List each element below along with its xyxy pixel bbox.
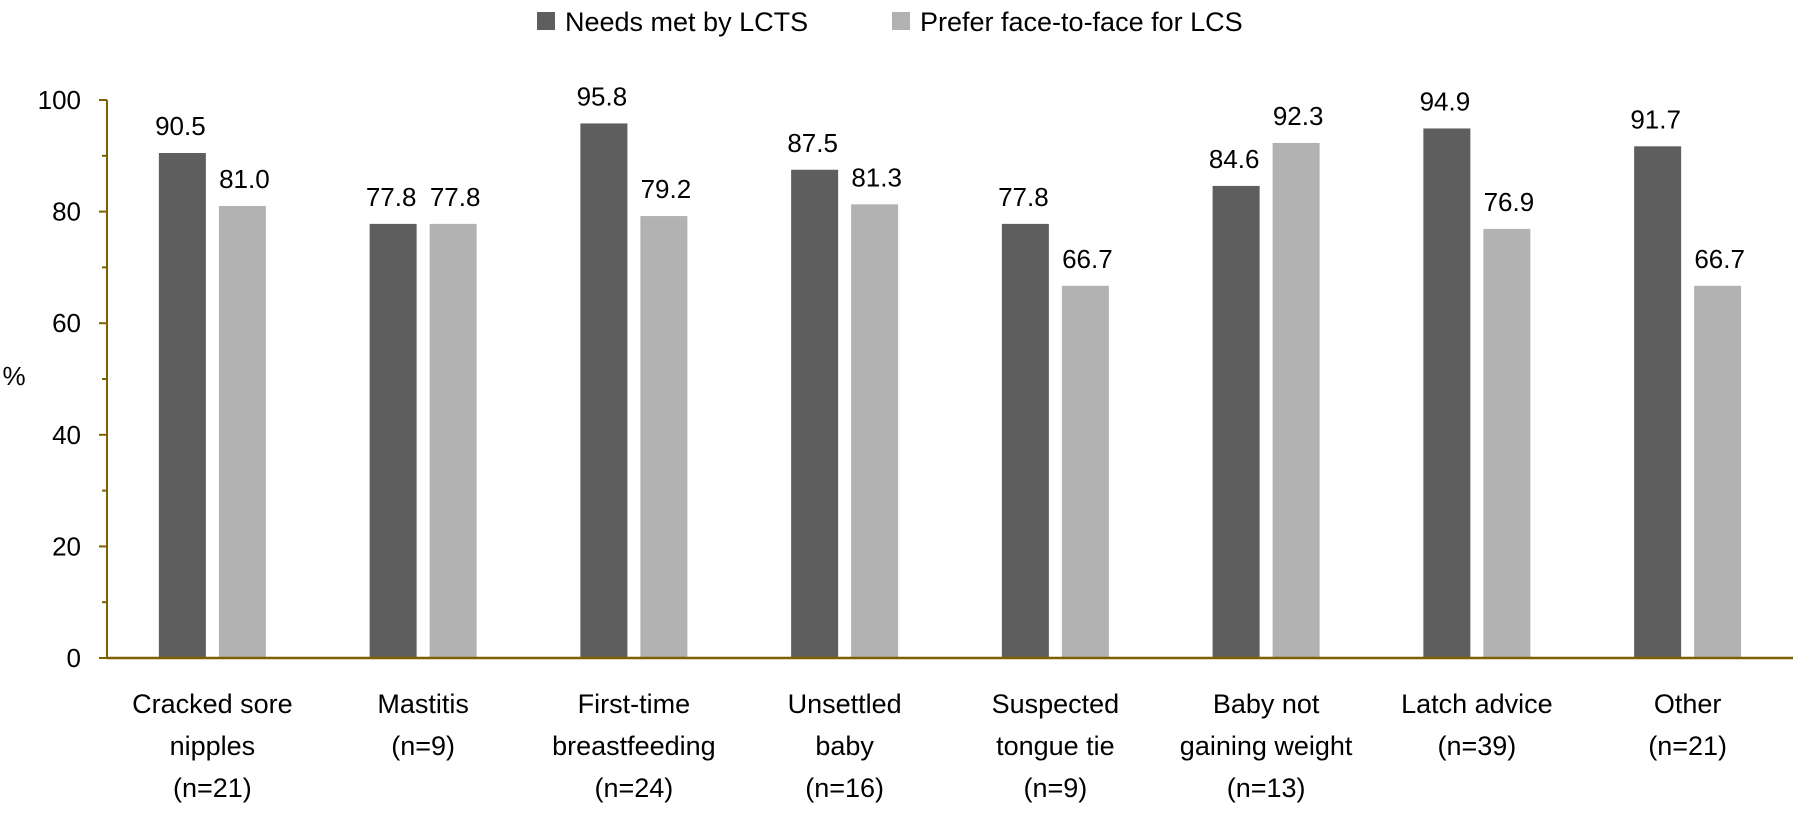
bar-needs-met: [1423, 128, 1471, 658]
y-axis: 0 20 40 60 80 100: [38, 85, 108, 673]
bar-prefer-face-to-face: [1694, 285, 1742, 658]
bar-prefer-face-to-face: [429, 223, 477, 658]
bar-needs-met: [1001, 223, 1049, 658]
data-label: 81.3: [851, 162, 902, 192]
data-label: 94.9: [1420, 86, 1471, 116]
x-category-label: Mastitis (n=9): [377, 689, 469, 761]
y-tick-label: 20: [52, 531, 81, 561]
x-category-label: Latch advice (n=39): [1401, 689, 1553, 761]
bar-needs-met: [369, 223, 417, 658]
bar-prefer-face-to-face: [1061, 285, 1109, 658]
data-label: 87.5: [787, 128, 838, 158]
data-label: 84.6: [1209, 144, 1260, 174]
data-label: 66.7: [1062, 244, 1113, 274]
data-label: 81.0: [219, 164, 270, 194]
bar-prefer-face-to-face: [218, 206, 266, 658]
bars: 90.5 81.0 77.8 77.8 95.8 79.2 87.5 81.3 77.8 66.7…: [155, 81, 1745, 659]
x-category-label: Cracked sore nipples (n=21): [132, 689, 293, 803]
legend-swatch: [537, 12, 555, 30]
bar-needs-met: [580, 123, 628, 659]
bar-needs-met: [158, 153, 206, 658]
data-label: 90.5: [155, 111, 206, 141]
data-label: 91.7: [1630, 104, 1681, 134]
data-label: 95.8: [577, 81, 628, 111]
x-axis: Cracked sore nipples (n=21) Mastitis (n=9) Fi…: [107, 656, 1793, 803]
data-label: 92.3: [1273, 101, 1324, 131]
y-tick-label: 40: [52, 420, 81, 450]
legend-label: Needs met by LCTS: [565, 7, 808, 37]
y-tick-label: 60: [52, 308, 81, 338]
bar-prefer-face-to-face: [851, 204, 899, 658]
y-tick-label: 100: [38, 85, 81, 115]
y-axis-label: %: [2, 361, 25, 391]
x-category-label: First-time breastfeeding (n=24): [552, 689, 716, 803]
legend: Needs met by LCTS Prefer face-to-face for…: [537, 7, 1243, 37]
y-tick-label: 80: [52, 197, 81, 227]
data-label: 66.7: [1694, 244, 1745, 274]
bar-needs-met: [791, 169, 839, 658]
x-category-label: Other (n=21): [1648, 689, 1727, 761]
legend-label: Prefer face-to-face for LCS: [920, 7, 1243, 37]
x-category-label: Suspected tongue tie (n=9): [992, 689, 1120, 803]
data-label: 77.8: [366, 182, 417, 212]
bar-needs-met: [1634, 146, 1682, 658]
x-category-label: Unsettled baby (n=16): [788, 689, 902, 803]
data-label: 79.2: [641, 174, 692, 204]
x-category-label: Baby not gaining weight (n=13): [1180, 689, 1353, 803]
data-label: 76.9: [1484, 187, 1535, 217]
legend-swatch: [892, 12, 910, 30]
bar-prefer-face-to-face: [1483, 228, 1531, 658]
bar-prefer-face-to-face: [1272, 142, 1320, 658]
data-label: 77.8: [430, 182, 481, 212]
data-label: 77.8: [998, 182, 1049, 212]
bar-needs-met: [1212, 185, 1260, 658]
bar-prefer-face-to-face: [640, 216, 688, 658]
y-tick-label: 0: [67, 643, 81, 673]
